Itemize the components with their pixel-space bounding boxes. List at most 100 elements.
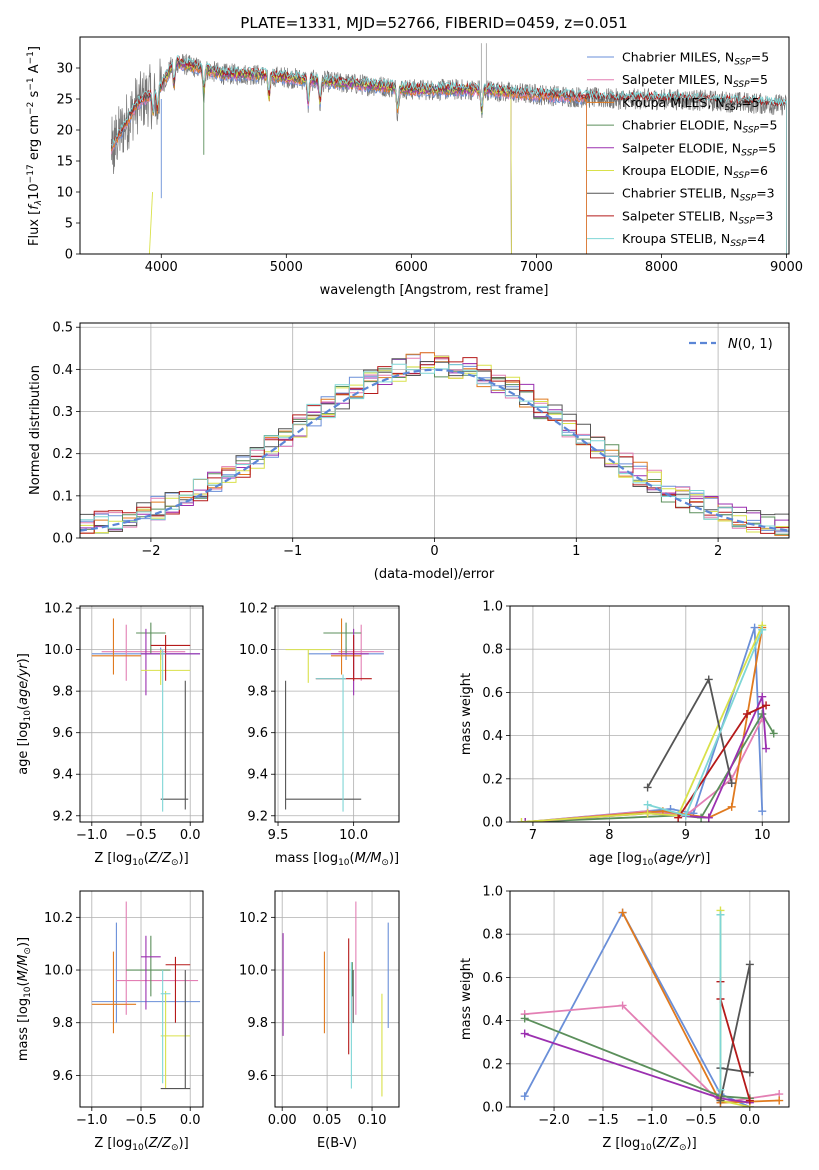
errorbar-point xyxy=(160,680,189,810)
y-tick-label: 10.0 xyxy=(44,643,73,658)
legend-subscript: SSP xyxy=(725,103,742,113)
y-tick-label: 20 xyxy=(56,124,73,139)
x-axis-label: mass [log10(M/M⊙)] xyxy=(275,851,399,868)
x-axis-label: wavelength [Angstrom, rest frame] xyxy=(320,283,549,298)
label-part: (0, 1) xyxy=(738,337,773,352)
y-tick-label: 0.2 xyxy=(52,447,73,462)
weight-series xyxy=(716,977,754,1105)
x-tick-label: −0.5 xyxy=(125,828,157,843)
legend-entry: Chabrier STELIB, NSSP=3 xyxy=(622,186,775,204)
model-dip xyxy=(148,191,153,254)
axes-frame xyxy=(509,605,790,823)
plot-area-z_age xyxy=(91,618,201,812)
label-part: −1 xyxy=(26,77,36,90)
weight-line xyxy=(525,627,764,822)
y-tick-label: 0.8 xyxy=(482,928,503,943)
legend-subscript: SSP xyxy=(740,194,757,204)
errorbar-point xyxy=(101,624,186,681)
y-tick-label: 10 xyxy=(56,186,73,201)
plot-area-age_weight xyxy=(517,621,778,822)
label-part: Z [log xyxy=(602,1136,640,1151)
label-part: s xyxy=(27,90,42,101)
label-part: −2 xyxy=(26,102,36,115)
plot-area-ebv_mass xyxy=(282,901,389,1097)
weight-series xyxy=(643,675,736,792)
weight-marker xyxy=(750,623,759,632)
y-tick-label: 9.2 xyxy=(52,809,73,824)
y-tick-label: 9.6 xyxy=(52,726,73,741)
y-tick-label: 10.0 xyxy=(44,964,73,979)
y-tick-label: 1.0 xyxy=(482,885,503,900)
weight-marker xyxy=(758,692,767,701)
weight-marker xyxy=(674,813,683,822)
plot-area-z_mass xyxy=(91,901,201,1090)
x-tick-label: 0.05 xyxy=(313,1113,342,1128)
y-axis-label: Flux [fλ10−17 erg cm−2 s−1 A−1] xyxy=(26,46,44,246)
label-part: )] xyxy=(700,851,710,866)
weight-marker xyxy=(727,779,736,788)
y-axis-label: mass weight xyxy=(459,673,474,755)
y-tick-label: 9.6 xyxy=(52,1069,73,1084)
legend-value: =4 xyxy=(747,231,765,246)
x-tick-label: 0 xyxy=(430,544,438,559)
weight-marker xyxy=(762,744,771,753)
errorbar-point xyxy=(160,649,166,812)
x-tick-label: 10.0 xyxy=(339,828,368,843)
y-axis-label: mass [log10(M/M⊙)] xyxy=(16,937,33,1061)
legend-value: =5 xyxy=(758,140,776,155)
y-tick-label: 9.8 xyxy=(247,685,268,700)
label-part: age [log xyxy=(589,851,642,866)
errorbar-point xyxy=(165,956,191,1023)
errorbar-point xyxy=(91,618,142,675)
y-tick-label: 10.2 xyxy=(44,911,73,926)
weight-marker xyxy=(517,818,526,822)
weight-marker xyxy=(520,1092,529,1101)
legend-entry: Chabrier MILES, NSSP=5 xyxy=(622,50,769,68)
plot-area-spectrum xyxy=(110,43,787,254)
y-tick-label: 5 xyxy=(65,217,73,232)
legend-subscript: SSP xyxy=(733,171,750,181)
errorbar-point xyxy=(285,680,362,810)
y-tick-label: 0.1 xyxy=(52,489,73,504)
weight-series xyxy=(716,910,725,1094)
weight-marker xyxy=(704,675,713,684)
y-tick-label: 10.2 xyxy=(44,602,73,617)
errorbar-point xyxy=(141,628,201,696)
errorbar-point xyxy=(285,649,331,683)
label-part: ( xyxy=(350,851,355,866)
legend-text: Kroupa MILES, N xyxy=(622,95,725,110)
label-part: ⊙ xyxy=(679,1143,687,1153)
x-axis-label: E(B-V) xyxy=(317,1136,357,1151)
y-tick-label: 0.6 xyxy=(482,686,503,701)
x-tick-label: 9 xyxy=(682,828,690,843)
label-part: A xyxy=(27,64,42,77)
label-part: M/M xyxy=(16,955,31,982)
errorbar-point xyxy=(315,635,372,681)
weight-series xyxy=(521,623,767,822)
errorbar-point xyxy=(160,970,171,1084)
weight-marker xyxy=(762,701,771,710)
label-part: age/yr xyxy=(16,662,31,705)
legend-value: =5 xyxy=(750,72,768,87)
legend-value: =5 xyxy=(751,50,769,65)
weight-marker xyxy=(769,729,778,738)
y-tick-label: 0.8 xyxy=(482,643,503,658)
label-part: mass [log xyxy=(275,851,338,866)
label-part: ( xyxy=(144,1136,149,1151)
weight-series xyxy=(674,701,771,822)
axes-z_age: −1.0 −0.5 0.09.29.49.69.810.010.2Z [log10(… xyxy=(16,602,204,868)
label-part: ] xyxy=(27,46,42,51)
errorbar-point xyxy=(330,628,369,696)
axes-frame xyxy=(274,890,400,1108)
x-tick-label: 10 xyxy=(754,828,771,843)
legend-text: Salpeter MILES, N xyxy=(622,72,733,87)
y-tick-label: 10.0 xyxy=(239,964,268,979)
weight-series xyxy=(517,621,767,822)
y-tick-label: 0.5 xyxy=(52,321,73,336)
errorbar-point xyxy=(323,622,362,654)
label-part: ( xyxy=(144,851,149,866)
axes-mass_age: 9.5 10.0 9.2 9.4 9.6 9.8 10.0 10.2 mass [log10(M… xyxy=(239,602,400,868)
legend-text: Chabrier MILES, N xyxy=(622,50,734,65)
y-tick-label: 30 xyxy=(56,62,73,77)
axes-frame xyxy=(509,890,790,1108)
